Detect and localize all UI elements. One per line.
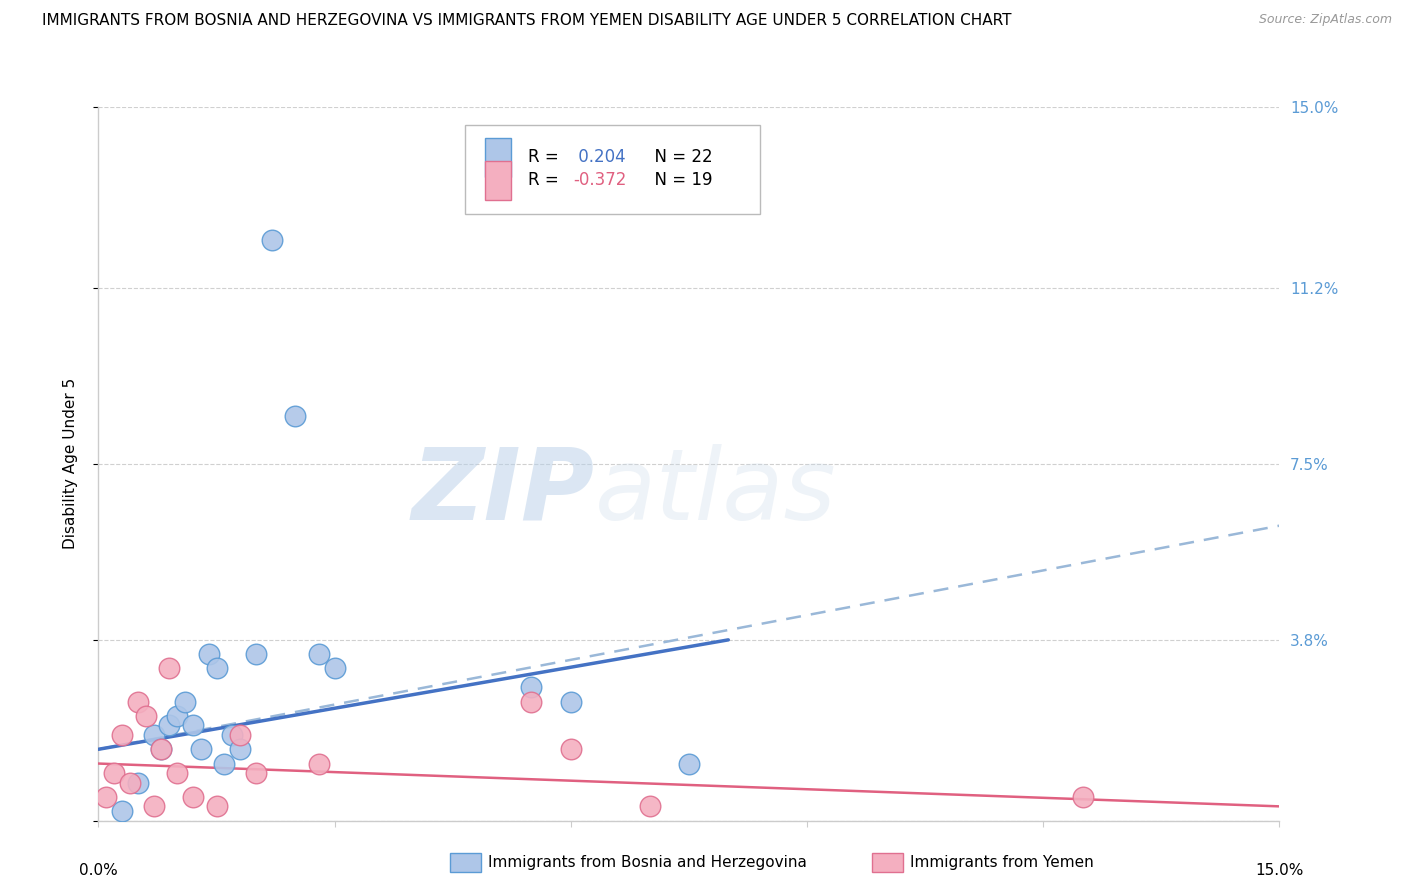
Point: [181, 718, 204, 732]
Text: N = 19: N = 19: [644, 171, 713, 189]
Point: [520, 681, 543, 695]
Point: [127, 695, 149, 709]
Point: [229, 728, 252, 742]
Point: [284, 409, 307, 424]
Point: [135, 709, 157, 723]
Point: [221, 728, 243, 742]
Text: atlas: atlas: [595, 444, 837, 541]
Point: [323, 661, 346, 675]
Point: [190, 742, 212, 756]
Point: [205, 661, 228, 675]
Point: [142, 728, 165, 742]
Text: ZIP: ZIP: [412, 444, 595, 541]
Point: [638, 799, 661, 814]
FancyBboxPatch shape: [485, 161, 510, 200]
Text: 0.0%: 0.0%: [79, 863, 118, 879]
Point: [197, 647, 219, 661]
FancyBboxPatch shape: [464, 125, 759, 214]
Point: [308, 647, 330, 661]
Point: [205, 799, 228, 814]
Point: [245, 647, 267, 661]
Point: [157, 661, 180, 675]
Text: -0.372: -0.372: [574, 171, 627, 189]
Point: [214, 756, 236, 771]
Y-axis label: Disability Age Under 5: Disability Age Under 5: [63, 378, 77, 549]
Point: [229, 742, 252, 756]
Text: Immigrants from Yemen: Immigrants from Yemen: [910, 855, 1094, 870]
Text: 0.204: 0.204: [574, 148, 626, 166]
Point: [111, 728, 134, 742]
Point: [245, 766, 267, 780]
Point: [260, 233, 283, 247]
Point: [560, 742, 582, 756]
Text: IMMIGRANTS FROM BOSNIA AND HERZEGOVINA VS IMMIGRANTS FROM YEMEN DISABILITY AGE U: IMMIGRANTS FROM BOSNIA AND HERZEGOVINA V…: [42, 13, 1012, 29]
FancyBboxPatch shape: [485, 137, 510, 177]
Point: [150, 742, 173, 756]
Point: [678, 756, 700, 771]
Point: [166, 709, 188, 723]
Point: [103, 766, 125, 780]
Text: N = 22: N = 22: [644, 148, 713, 166]
Point: [560, 695, 582, 709]
Point: [96, 789, 118, 804]
Point: [150, 742, 173, 756]
Text: 15.0%: 15.0%: [1256, 863, 1303, 879]
Point: [1071, 789, 1094, 804]
Point: [174, 695, 197, 709]
Point: [157, 718, 180, 732]
Point: [118, 775, 141, 789]
Text: Immigrants from Bosnia and Herzegovina: Immigrants from Bosnia and Herzegovina: [488, 855, 807, 870]
Point: [166, 766, 188, 780]
Point: [520, 695, 543, 709]
Text: R =: R =: [529, 148, 564, 166]
Point: [127, 775, 149, 789]
Text: R =: R =: [529, 171, 564, 189]
Text: Source: ZipAtlas.com: Source: ZipAtlas.com: [1258, 13, 1392, 27]
Point: [111, 804, 134, 818]
Point: [308, 756, 330, 771]
Point: [142, 799, 165, 814]
Point: [181, 789, 204, 804]
